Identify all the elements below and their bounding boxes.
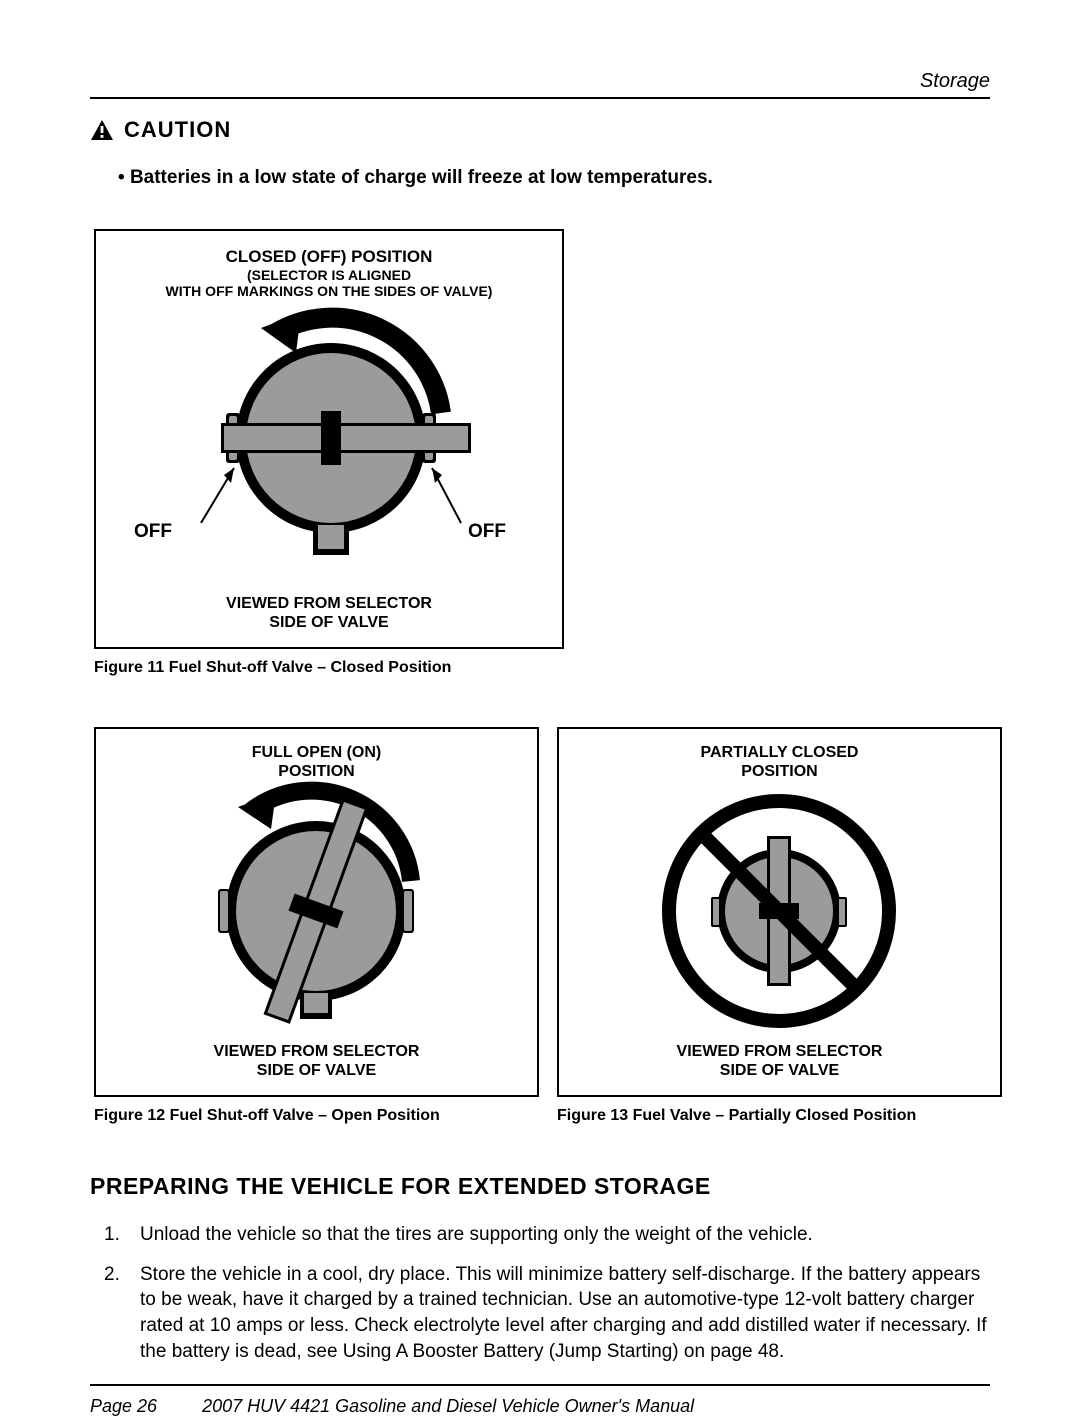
rule-top [90, 97, 990, 99]
footer-page: Page 26 [90, 1396, 157, 1416]
fig12-title2: POSITION [96, 762, 537, 781]
fig11-off-left: OFF [134, 521, 172, 544]
header-section-label: Storage [90, 70, 990, 97]
figure-12-caption: Figure 12 Fuel Shut-off Valve – Open Pos… [94, 1107, 539, 1125]
numbered-list: 1. Unload the vehicle so that the tires … [90, 1222, 990, 1364]
figure-row: FULL OPEN (ON) POSITION [94, 727, 990, 1125]
fig11-bottom1: VIEWED FROM SELECTOR [96, 594, 562, 613]
footer-manual-title: 2007 HUV 4421 Gasoline and Diesel Vehicl… [202, 1396, 694, 1416]
fig11-off-right: OFF [468, 521, 506, 544]
figure-12-wrapper: FULL OPEN (ON) POSITION [94, 727, 539, 1125]
figure-11-caption: Figure 11 Fuel Shut-off Valve – Closed P… [94, 659, 990, 677]
warning-icon [90, 119, 114, 141]
figure-13-wrapper: PARTIALLY CLOSED POSITION [557, 727, 1002, 1125]
list-item: 2. Store the vehicle in a cool, dry plac… [90, 1262, 990, 1365]
manual-page: Storage CAUTION Batteries in a low state… [0, 0, 1080, 1397]
fig13-title2: POSITION [559, 762, 1000, 781]
figure-12-box: FULL OPEN (ON) POSITION [94, 727, 539, 1097]
fig12-title1: FULL OPEN (ON) [96, 743, 537, 762]
fig11-title1: CLOSED (OFF) POSITION [96, 247, 562, 267]
list-item: 1. Unload the vehicle so that the tires … [90, 1222, 990, 1248]
fig12-bottom2: SIDE OF VALVE [96, 1061, 537, 1080]
caution-heading: CAUTION [90, 117, 990, 143]
fig12-diagram [96, 781, 537, 1041]
fig11-title3: WITH OFF MARKINGS ON THE SIDES OF VALVE) [96, 283, 562, 300]
section-heading: PREPARING THE VEHICLE FOR EXTENDED STORA… [90, 1173, 990, 1200]
fig11-bottom2: SIDE OF VALVE [96, 613, 562, 632]
figure-13-box: PARTIALLY CLOSED POSITION [557, 727, 1002, 1097]
footer: Page 26 2007 HUV 4421 Gasoline and Diese… [90, 1396, 990, 1417]
list-number: 1. [90, 1222, 140, 1248]
fig13-bottom1: VIEWED FROM SELECTOR [559, 1042, 1000, 1061]
figure-11-box: CLOSED (OFF) POSITION (SELECTOR IS ALIGN… [94, 229, 564, 649]
fig13-bottom2: SIDE OF VALVE [559, 1061, 1000, 1080]
figure-13-caption: Figure 13 Fuel Valve – Partially Closed … [557, 1107, 1002, 1125]
fig12-bottom1: VIEWED FROM SELECTOR [96, 1042, 537, 1061]
fig11-diagram [96, 303, 562, 603]
list-text: Store the vehicle in a cool, dry place. … [140, 1262, 990, 1365]
fig13-title1: PARTIALLY CLOSED [559, 743, 1000, 762]
fig13-diagram [559, 781, 1000, 1041]
rule-bottom [90, 1384, 990, 1386]
list-number: 2. [90, 1262, 140, 1365]
fig11-title2: (SELECTOR IS ALIGNED [96, 267, 562, 284]
caution-label: CAUTION [124, 117, 231, 143]
list-text: Unload the vehicle so that the tires are… [140, 1222, 990, 1248]
caution-bullet: Batteries in a low state of charge will … [90, 167, 990, 189]
